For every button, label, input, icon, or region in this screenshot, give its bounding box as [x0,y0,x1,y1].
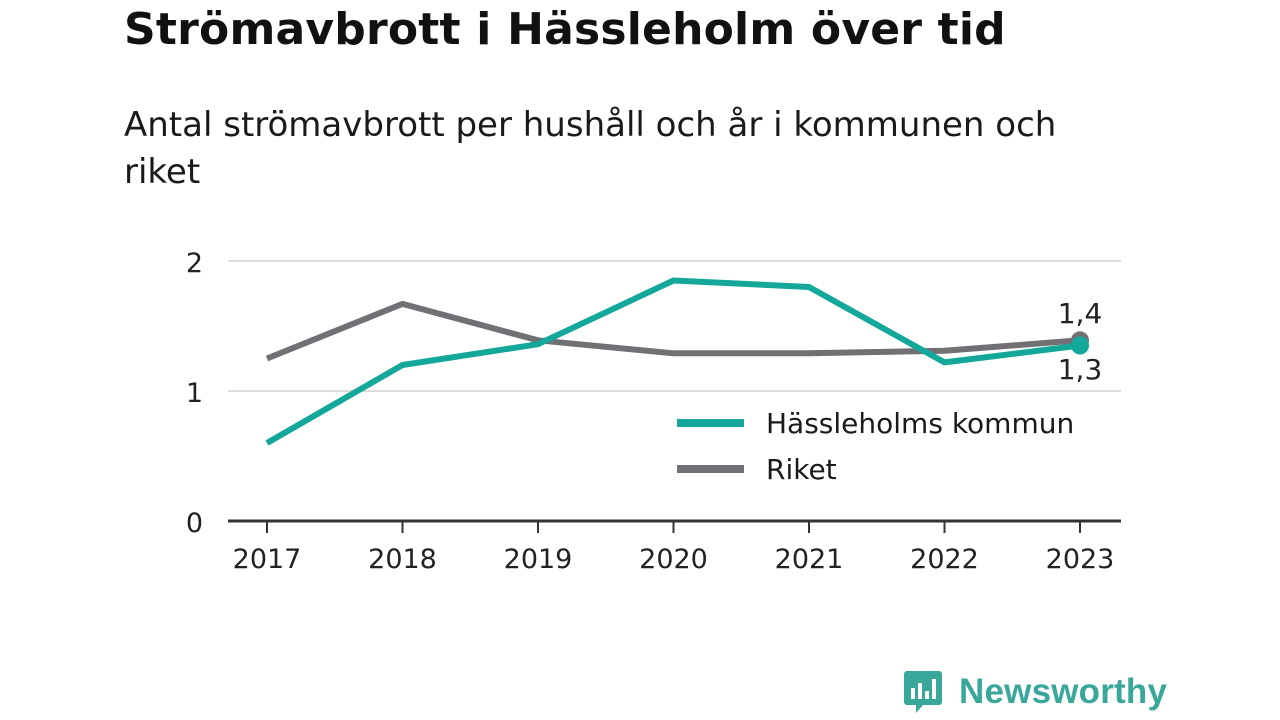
bar-chart-bubble-icon [904,671,942,713]
series-line-hassleholms-kommun [265,277,1081,446]
x-tick-label: 2017 [233,544,302,575]
legend-item-riket-label: Riket [766,453,837,486]
series-line-riket [265,300,1081,362]
x-tick-label: 2020 [639,544,708,575]
x-tick-label: 2023 [1046,544,1115,575]
x-tick-label: 2022 [910,544,979,575]
data-label-hassleholms-kommun-2023: 1,3 [1058,353,1103,386]
y-tick-label: 1 [186,378,203,409]
chart-title: Strömavbrott i Hässleholm över tid [124,4,1006,55]
legend-item-hassleholms-kommun-label: Hässleholms kommun [766,407,1074,440]
y-tick-label: 2 [186,248,203,279]
newsworthy-logo: Newsworthy [903,670,1167,714]
legend: Hässleholms kommun Riket [677,407,1074,486]
data-label-riket-2023: 1,4 [1058,297,1103,330]
x-axis: 2017 2018 2019 2020 2021 2022 2023 [228,519,1121,575]
x-tick-label: 2019 [504,544,573,575]
brand-name: Newsworthy [959,672,1168,711]
x-tick-label: 2021 [775,544,844,575]
y-tick-label: 0 [186,508,203,539]
endpoint-marker-hassleholms-kommun [1071,336,1089,355]
data-labels: 1,4 1,3 [1058,297,1103,386]
series-lines [265,277,1089,446]
x-tick-label: 2018 [368,544,437,575]
grid-lines: 0 1 2 [186,248,1121,539]
chart-subtitle: Antal strömavbrott per hushåll och år i … [124,105,1057,192]
